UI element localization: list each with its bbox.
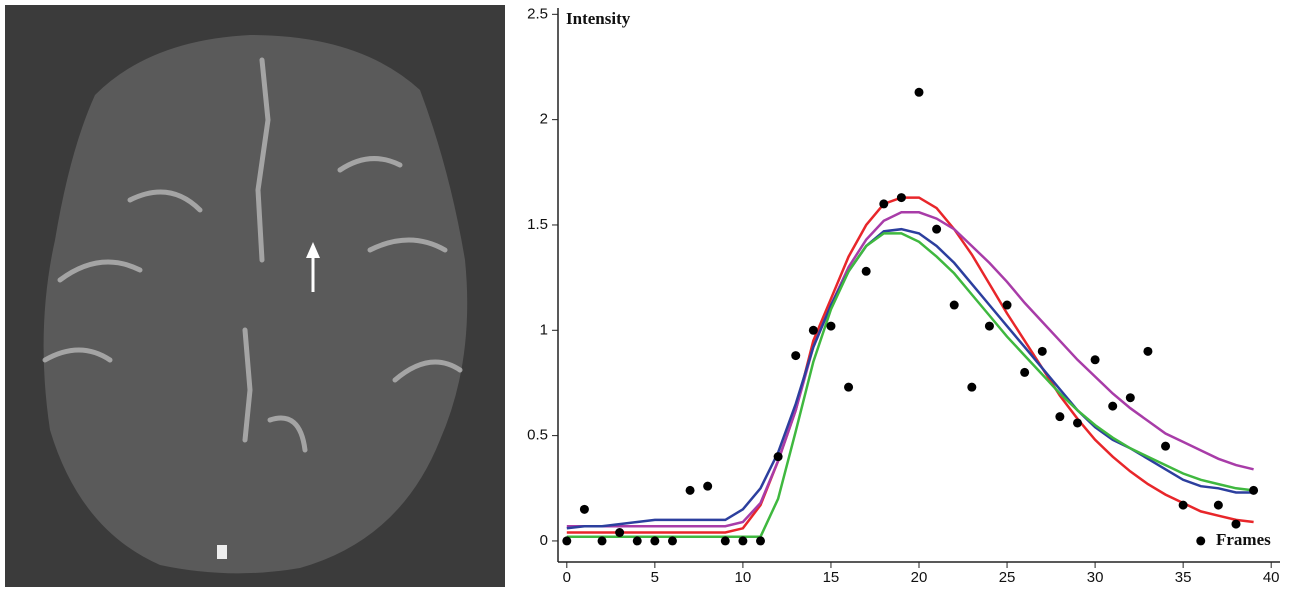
data-point — [844, 382, 854, 392]
data-point — [1213, 500, 1223, 510]
data-point — [984, 321, 994, 331]
x-axis-label: Frames — [1216, 530, 1271, 549]
y-tick-label: 0.5 — [527, 427, 548, 444]
x-tick-label: 15 — [823, 569, 840, 586]
data-point — [932, 224, 942, 234]
data-point — [914, 87, 924, 97]
x-tick-label: 40 — [1263, 569, 1280, 586]
vessels — [42, 57, 463, 453]
data-point — [949, 300, 959, 310]
data-point — [1143, 346, 1153, 356]
data-point — [1231, 519, 1241, 529]
data-point — [1055, 412, 1065, 422]
plot: Intensity Frames — [566, 9, 1271, 549]
y-tick-label: 2.5 — [527, 5, 548, 22]
data-point — [562, 536, 572, 546]
data-point — [1108, 401, 1118, 411]
x-tick-label: 5 — [651, 569, 659, 586]
marker-spot — [217, 545, 227, 559]
data-point — [720, 536, 730, 546]
data-point — [1161, 441, 1171, 451]
data-point — [896, 193, 906, 203]
y-tick-label: 0 — [540, 532, 548, 549]
y-axis-label: Intensity — [566, 9, 631, 28]
data-point — [597, 536, 607, 546]
data-point — [808, 325, 818, 335]
data-point — [1072, 418, 1082, 428]
data-point — [773, 452, 783, 462]
x-tick-label: 10 — [735, 569, 752, 586]
y-tick-label: 1.5 — [527, 216, 548, 233]
data-point — [632, 536, 642, 546]
data-point — [879, 199, 889, 209]
data-point — [615, 528, 625, 538]
x-tick-label: 25 — [999, 569, 1016, 586]
fit-line — [566, 232, 1254, 538]
data-point — [738, 536, 748, 546]
data-point — [1037, 346, 1047, 356]
data-point — [1020, 367, 1030, 377]
x-tick-label: 30 — [1087, 569, 1104, 586]
data-point — [826, 321, 836, 331]
data-point — [1125, 393, 1135, 403]
arrow-head — [306, 242, 320, 258]
fit-line — [566, 227, 1254, 530]
fit-line — [566, 211, 1254, 528]
brain — [43, 35, 468, 574]
data-point — [967, 382, 977, 392]
data-point — [1178, 500, 1188, 510]
mri-image — [5, 5, 505, 587]
data-point — [1090, 355, 1100, 365]
x-tick-label: 20 — [911, 569, 928, 586]
data-point — [579, 504, 589, 514]
data-point — [861, 266, 871, 276]
data-point — [791, 351, 801, 361]
data-point — [650, 536, 660, 546]
data-point — [756, 536, 766, 546]
data-point — [667, 536, 677, 546]
data-point — [1196, 536, 1206, 546]
data-point — [1249, 485, 1259, 495]
fit-line — [566, 196, 1254, 534]
x-tick-label: 35 — [1175, 569, 1192, 586]
y-tick-label: 2 — [540, 111, 548, 128]
y-tick-label: 1 — [540, 321, 548, 338]
data-point — [685, 485, 695, 495]
x-tick-label: 0 — [563, 569, 571, 586]
data-point — [1002, 300, 1012, 310]
data-point — [703, 481, 713, 491]
